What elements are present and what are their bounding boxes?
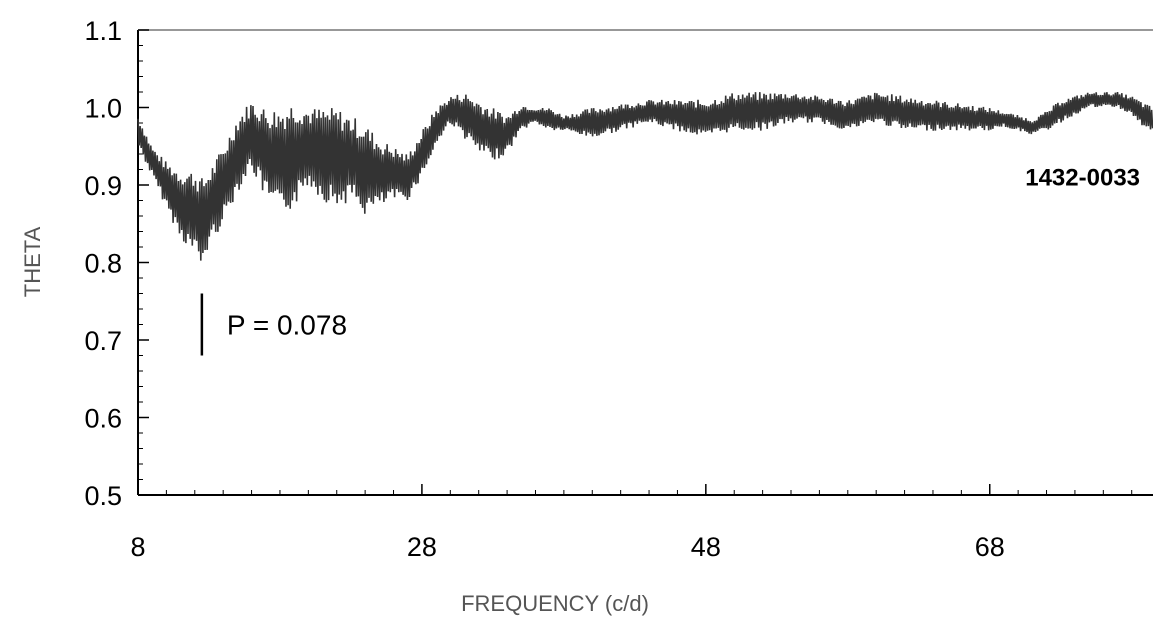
y-tick-label: 0.7 (84, 326, 122, 356)
theta-series-line (137, 92, 1153, 261)
x-tick-label: 28 (407, 532, 437, 562)
y-tick-label: 0.9 (84, 171, 122, 201)
x-tick-label: 8 (130, 532, 145, 562)
y-tick-label: 0.5 (84, 481, 122, 511)
plot-frame (137, 29, 1153, 496)
x-axis-title: FREQUENCY (c/d) (461, 591, 649, 616)
minor-ticks (137, 29, 1133, 496)
y-axis-title: THETA (20, 226, 45, 297)
y-tick-label: 1.0 (84, 94, 122, 124)
y-tick-label: 0.8 (84, 249, 122, 279)
x-tick-label: 48 (691, 532, 721, 562)
y-tick-label: 1.1 (84, 16, 122, 46)
x-tick-label: 68 (975, 532, 1005, 562)
period-annotation: P = 0.078 (227, 310, 347, 341)
star-id-label: 1432-0033 (1025, 164, 1140, 191)
y-tick-label: 0.6 (84, 404, 122, 434)
x-tick-labels: 8 28 48 68 (130, 532, 1004, 562)
major-ticks (137, 29, 991, 496)
y-tick-labels: 0.5 0.6 0.7 0.8 0.9 1.0 1.1 (84, 16, 122, 511)
